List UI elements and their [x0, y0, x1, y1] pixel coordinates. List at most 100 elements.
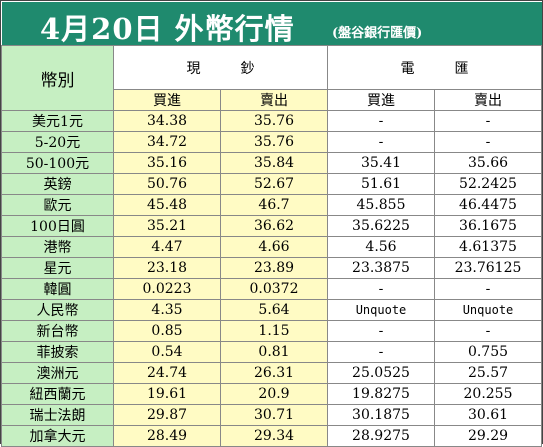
cash-buy-value: 0.85 [113, 320, 221, 342]
currency-name: 紐西蘭元 [1, 383, 114, 405]
currency-name: 加拿大元 [1, 425, 114, 447]
tt-sell-value: 23.76125 [434, 257, 542, 279]
currency-name: 韓圓 [1, 278, 114, 300]
tt-sell-value: 36.1675 [434, 215, 542, 237]
tt-buy-value: - [327, 110, 435, 132]
cash-sell-value: 35.84 [220, 152, 328, 174]
tt-sell-value: 25.57 [434, 362, 542, 384]
cash-sell-value: 30.71 [220, 404, 328, 426]
tt-buy-value: 23.3875 [327, 257, 435, 279]
cash-buy-value: 28.49 [113, 425, 221, 447]
cash-sell-value: 20.9 [220, 383, 328, 405]
cash-sell-value: 4.66 [220, 236, 328, 258]
table-header-row: 幣別 現鈔 電匯 [1, 45, 542, 111]
table-row: 加拿大元 28.49 29.34 28.9275 29.29 [1, 425, 542, 447]
tt-sell-value: 4.61375 [434, 236, 542, 258]
cash-buy-value: 29.87 [113, 404, 221, 426]
tt-sell-value: 30.61 [434, 404, 542, 426]
tt-sell-value: 35.66 [434, 152, 542, 174]
table-row: 美元1元 34.38 35.76- - [1, 110, 542, 132]
currency-name: 菲披索 [1, 341, 114, 363]
table-row: 瑞士法朗 29.87 30.71 30.1875 30.61 [1, 404, 542, 426]
tt-sell-value: 52.2425 [434, 173, 542, 195]
cash-buy-value: 24.74 [113, 362, 221, 384]
table-row: 50-100元 35.16 35.84 35.41 35.66 [1, 152, 542, 174]
cash-buy-value: 19.61 [113, 383, 221, 405]
cash-buy-value: 4.35 [113, 299, 221, 321]
currency-name: 瑞士法朗 [1, 404, 114, 426]
table-row: 星元 23.18 23.89 23.3875 23.76125 [1, 257, 542, 279]
table-row: 英鎊 50.76 52.67 51.61 52.2425 [1, 173, 542, 195]
table-row: 紐西蘭元 19.61 20.9 19.8275 20.255 [1, 383, 542, 405]
table-row: 5-20元 34.72 35.76- - [1, 131, 542, 153]
table-subheader-row: 買進 賣出 買進 賣出 [2, 89, 542, 111]
tt-buy-value: 51.61 [327, 173, 435, 195]
tt-buy-value: 19.8275 [327, 383, 435, 405]
tt-buy-value: 25.0525 [327, 362, 435, 384]
tt-sell-value: - [434, 131, 542, 153]
cash-buy-value: 34.38 [113, 110, 221, 132]
currency-name: 美元1元 [1, 110, 114, 132]
cash-sell-value: 23.89 [220, 257, 328, 279]
currency-name: 100日圓 [1, 215, 114, 237]
cash-sell-value: 35.76 [220, 131, 328, 153]
tt-sell-value: - [434, 278, 542, 300]
currency-name: 英鎊 [1, 173, 114, 195]
tt-sell-value: 46.4475 [434, 194, 542, 216]
currency-column-header: 幣別 [1, 45, 114, 111]
tt-buy-value: - [327, 131, 435, 153]
cash-sell-value: 52.67 [220, 173, 328, 195]
cash-sell-value: 1.15 [220, 320, 328, 342]
tt-buy-value: - [327, 278, 435, 300]
cash-buy-value: 0.0223 [113, 278, 221, 300]
tt-buy-header: 買進 [327, 89, 435, 111]
cash-buy-value: 23.18 [113, 257, 221, 279]
cash-sell-value: 0.0372 [220, 278, 328, 300]
currency-name: 人民幣 [1, 299, 114, 321]
currency-name: 港幣 [1, 236, 114, 258]
exchange-rate-table: 幣別 現鈔 電匯 買進 賣出 買進 賣出 美元1元 34.38 35.76- -5-2… [1, 45, 542, 447]
cash-sell-value: 46.7 [220, 194, 328, 216]
cash-sell-value: 35.76 [220, 110, 328, 132]
cash-buy-value: 4.47 [113, 236, 221, 258]
tt-sell-value: Unquote [434, 299, 542, 321]
tt-buy-value: 35.41 [327, 152, 435, 174]
table-row: 韓圓 0.0223 0.0372- - [1, 278, 542, 300]
table-row: 澳洲元 24.74 26.31 25.0525 25.57 [1, 362, 542, 384]
currency-name: 歐元 [1, 194, 114, 216]
bank-source: (盤谷銀行匯價) [332, 26, 423, 41]
currency-name: 5-20元 [1, 131, 114, 153]
tt-sell-header: 賣出 [434, 89, 542, 111]
cash-buy-value: 34.72 [113, 131, 221, 153]
cash-buy-value: 0.54 [113, 341, 221, 363]
currency-name: 澳洲元 [1, 362, 114, 384]
page-title: 4月20日 外幣行情 [40, 12, 295, 46]
tt-buy-value: 45.855 [327, 194, 435, 216]
tt-buy-value: 4.56 [327, 236, 435, 258]
cash-sell-value: 0.81 [220, 341, 328, 363]
table-row: 菲披索 0.54 0.81-0.755 [1, 341, 542, 363]
cash-buy-value: 35.21 [113, 215, 221, 237]
cash-buy-value: 35.16 [113, 152, 221, 174]
table-row: 歐元 45.48 46.7 45.855 46.4475 [1, 194, 542, 216]
currency-name: 星元 [1, 257, 114, 279]
tt-sell-value: 20.255 [434, 383, 542, 405]
tt-group-header: 電匯 [327, 45, 542, 90]
tt-buy-value: - [327, 320, 435, 342]
tt-sell-value: 0.755 [434, 341, 542, 363]
tt-buy-value: Unquote [327, 299, 435, 321]
currency-name: 50-100元 [1, 152, 114, 174]
tt-sell-value: 29.29 [434, 425, 542, 447]
table-row: 人民幣 4.35 5.64 Unquote Unquote [1, 299, 542, 321]
tt-sell-value: - [434, 320, 542, 342]
cash-sell-value: 5.64 [220, 299, 328, 321]
table-row: 港幣 4.47 4.66 4.56 4.61375 [1, 236, 542, 258]
cash-buy-value: 45.48 [113, 194, 221, 216]
cash-sell-value: 36.62 [220, 215, 328, 237]
cash-buy-value: 50.76 [113, 173, 221, 195]
cash-group-header: 現鈔 [113, 45, 328, 90]
table-row: 新台幣 0.85 1.15- - [1, 320, 542, 342]
cash-sell-value: 26.31 [220, 362, 328, 384]
currency-name: 新台幣 [1, 320, 114, 342]
table-row: 100日圓 35.21 36.62 35.6225 36.1675 [1, 215, 542, 237]
